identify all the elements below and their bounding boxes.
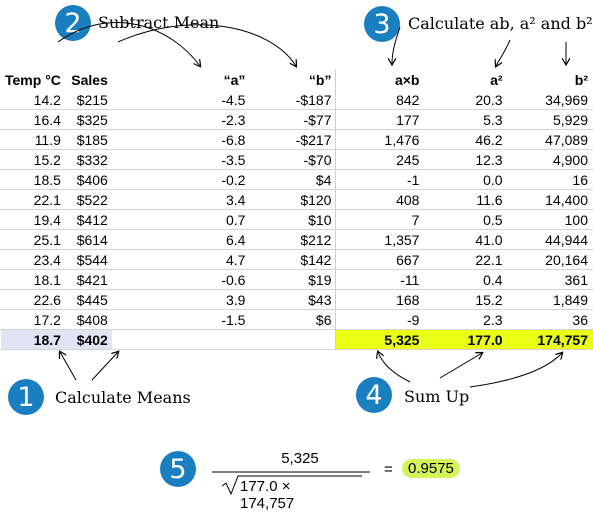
- table-cell: 3.4: [112, 189, 250, 210]
- table-cell: 100: [507, 209, 593, 230]
- header-a: “a”: [223, 71, 246, 88]
- empty-cell: [112, 329, 250, 350]
- sum-b2: 174,757: [507, 329, 593, 350]
- table-cell: 14,400: [507, 189, 593, 210]
- table-row: 25.1 $614 6.4 $212 1,357 41.0 44,944: [0, 229, 593, 250]
- table-row: 22.6 $445 3.9 $43 168 15.2 1,849: [0, 289, 593, 310]
- header-row: Temp °C Sales “a” “b” a×b a² b²: [1, 69, 593, 90]
- table-cell: -$77: [249, 109, 337, 130]
- header-a2: a²: [490, 71, 503, 88]
- table-cell: -$217: [249, 129, 337, 150]
- table-cell: 667: [335, 249, 424, 270]
- table-cell: $185: [65, 129, 113, 150]
- formula-result: 0.9575: [402, 459, 460, 478]
- step-4-label: Sum Up: [404, 387, 470, 406]
- table-cell: $10: [249, 209, 337, 230]
- table-row: 22.1 $522 3.4 $120 408 11.6 14,400: [0, 189, 593, 210]
- table-cell: 14.2: [0, 89, 66, 110]
- step-5-badge: 5: [160, 451, 196, 487]
- formula-numerator: 5,325: [281, 450, 319, 467]
- table-row: 19.4 $412 0.7 $10 7 0.5 100: [0, 209, 593, 230]
- step-1-badge: 1: [8, 379, 44, 415]
- table-cell: 1,357: [335, 229, 424, 250]
- table-cell: 36: [507, 309, 593, 330]
- table-cell: -0.6: [112, 269, 250, 290]
- table-cell: -$70: [249, 149, 337, 170]
- header-b2: b²: [574, 71, 588, 88]
- header-b: “b”: [249, 69, 337, 90]
- sum-a2: 177.0: [423, 329, 508, 350]
- table-cell: 17.2: [0, 309, 66, 330]
- table-cell: $325: [65, 109, 113, 130]
- table-cell: 23.4: [0, 249, 66, 270]
- mean-temp: 18.7: [0, 329, 66, 350]
- table-cell: 245: [335, 149, 424, 170]
- table-cell: -2.3: [112, 109, 250, 130]
- header-temp: Temp °C: [5, 71, 61, 88]
- step-3-label: Calculate ab, a² and b²: [408, 14, 593, 33]
- step-4-badge: 4: [356, 377, 392, 413]
- table-cell: 47,089: [507, 129, 593, 150]
- table-row: 15.2 $332 -3.5 -$70 245 12.3 4,900: [0, 149, 593, 170]
- table-cell: 34,969: [507, 89, 593, 110]
- table-cell: -1.5: [112, 309, 250, 330]
- table-cell: $19: [249, 269, 337, 290]
- table-cell: $614: [65, 229, 113, 250]
- header-ab: a×b: [394, 71, 420, 88]
- table-row: 17.2 $408 -1.5 $6 -9 2.3 36: [0, 309, 593, 330]
- table-cell: 11.9: [0, 129, 66, 150]
- fraction-bar-and-radical: [212, 471, 370, 496]
- table-cell: $412: [65, 209, 113, 230]
- correlation-table: Temp °C Sales “a” “b” a×b a² b² 14.2 $215…: [0, 69, 593, 350]
- header-sales: Sales: [71, 71, 108, 88]
- step-1-label: Calculate Means: [55, 388, 191, 407]
- formula-equals: =: [384, 461, 393, 478]
- table-cell: $212: [249, 229, 337, 250]
- table-cell: 22.6: [0, 289, 66, 310]
- table-row: 16.4 $325 -2.3 -$77 177 5.3 5,929: [0, 109, 593, 130]
- formula-denominator: 177.0 × 174,757: [240, 478, 295, 512]
- table-cell: 20,164: [507, 249, 593, 270]
- sum-ab: 5,325: [335, 329, 424, 350]
- table-cell: 0.5: [423, 209, 508, 230]
- table-row: 11.9 $185 -6.8 -$217 1,476 46.2 47,089: [0, 129, 593, 150]
- table-row: 14.2 $215 -4.5 -$187 842 20.3 34,969: [0, 89, 593, 110]
- table-cell: 25.1: [0, 229, 66, 250]
- table-cell: 44,944: [507, 229, 593, 250]
- totals-row: 18.7 $402 5,325 177.0 174,757: [0, 329, 593, 350]
- empty-cell: [249, 329, 337, 350]
- mean-sales: $402: [65, 329, 113, 350]
- table-cell: $142: [249, 249, 337, 270]
